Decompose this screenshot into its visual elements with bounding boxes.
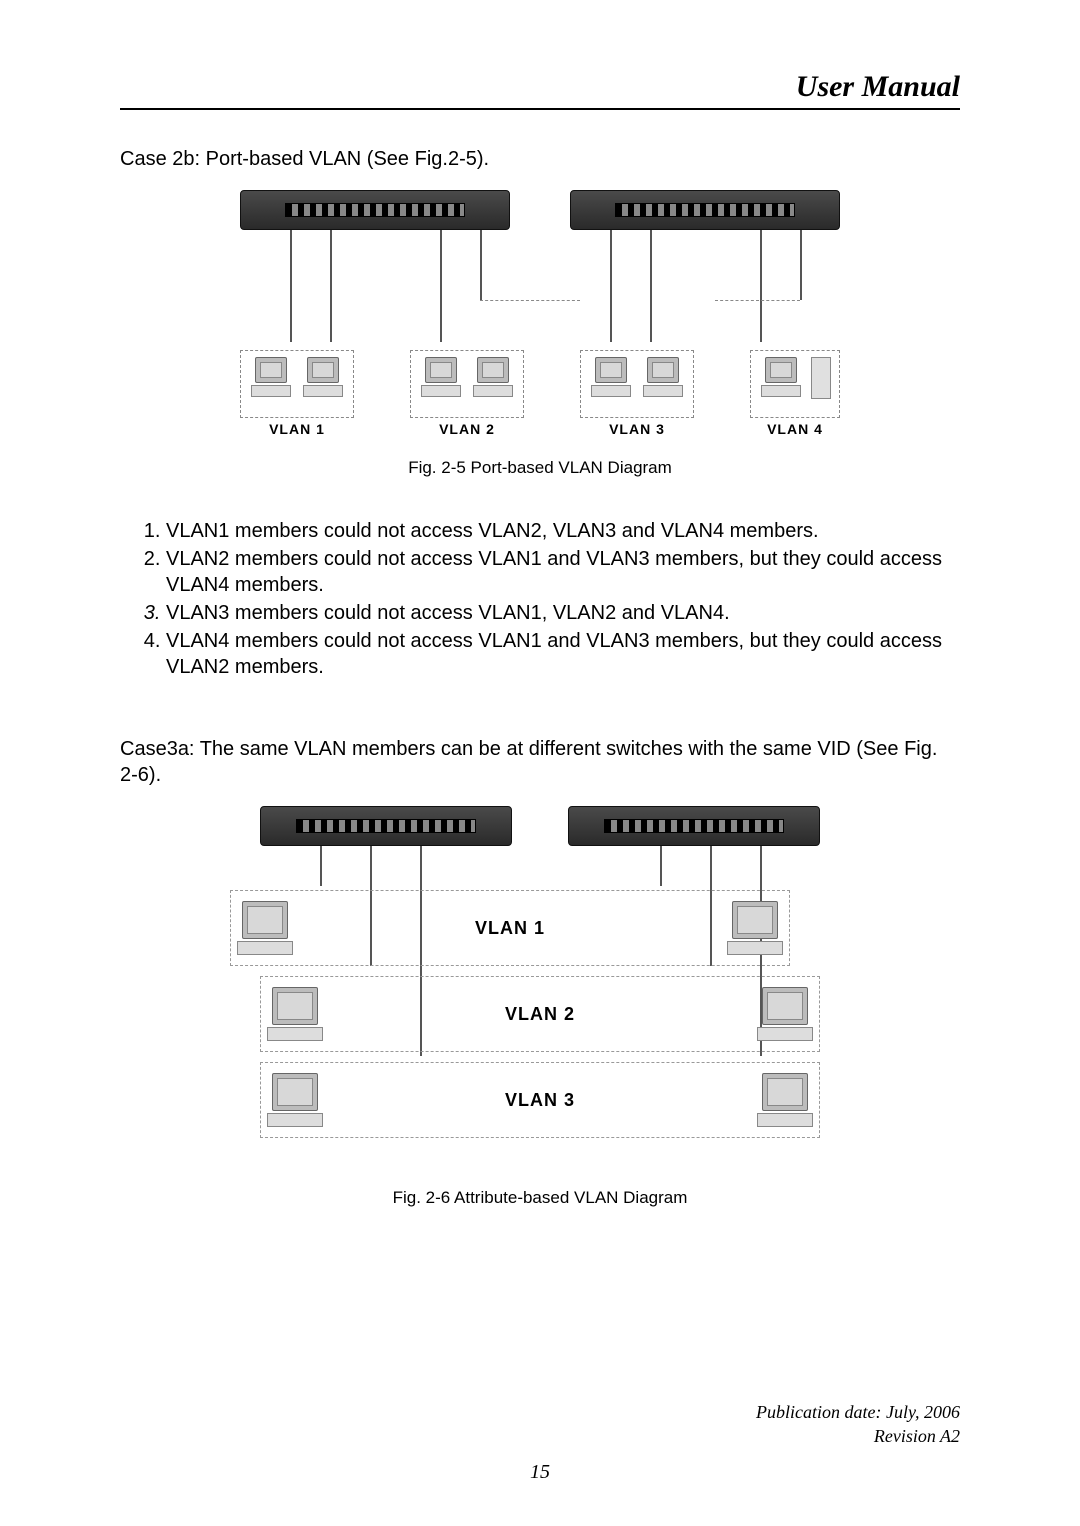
computer-icon (419, 357, 463, 399)
case-2b-intro: Case 2b: Port-based VLAN (See Fig.2-5). (120, 146, 960, 172)
computer-icon (301, 357, 345, 399)
vlan-band: VLAN 2 (260, 976, 820, 1052)
figure-2-6-caption: Fig. 2-6 Attribute-based VLAN Diagram (120, 1188, 960, 1208)
publication-date: Publication date: July, 2006 (756, 1401, 960, 1424)
vlan-label: VLAN 1 (241, 421, 353, 437)
switch-icon (260, 806, 512, 846)
wires (260, 846, 820, 880)
list-item: VLAN3 members could not access VLAN1, VL… (166, 600, 960, 626)
vlan-group: VLAN 1 (240, 350, 354, 418)
vlan-group: VLAN 2 (410, 350, 524, 418)
vlan-label: VLAN 3 (505, 1090, 575, 1111)
vlan-group: VLAN 3 (580, 350, 694, 418)
tower-icon (811, 357, 831, 399)
switch-icon (240, 190, 510, 230)
switch-icon (570, 190, 840, 230)
revision: Revision A2 (756, 1425, 960, 1448)
computer-icon (243, 901, 287, 955)
computer-icon (759, 357, 803, 399)
computer-icon (273, 1073, 317, 1127)
computer-icon (589, 357, 633, 399)
vlan-band: VLAN 1 (230, 890, 790, 966)
vlan-rules-list: VLAN1 members could not access VLAN2, VL… (120, 518, 960, 680)
switch-icon (568, 806, 820, 846)
page: User Manual Case 2b: Port-based VLAN (Se… (0, 0, 1080, 1526)
case-3a-intro: Case3a: The same VLAN members can be at … (120, 736, 960, 788)
computer-icon (763, 987, 807, 1041)
vlan-label: VLAN 1 (475, 918, 545, 939)
computer-icon (273, 987, 317, 1041)
figure-2-5: VLAN 1 VLAN 2 VLAN 3 VLAN 4 (240, 190, 840, 418)
list-item: VLAN2 members could not access VLAN1 and… (166, 546, 960, 598)
computer-icon (249, 357, 293, 399)
computer-icon (471, 357, 515, 399)
publication-footer: Publication date: July, 2006 Revision A2 (756, 1401, 960, 1448)
computer-icon (641, 357, 685, 399)
list-item: VLAN4 members could not access VLAN1 and… (166, 628, 960, 680)
figure-2-6: VLAN 1 VLAN 2 VLAN 3 (260, 806, 820, 1138)
wires (240, 230, 840, 350)
vlan-label: VLAN 3 (581, 421, 693, 437)
vlan-label: VLAN 4 (751, 421, 839, 437)
computer-icon (763, 1073, 807, 1127)
vlan-row: VLAN 1 VLAN 2 VLAN 3 VLAN 4 (240, 350, 840, 418)
vlan-group: VLAN 4 (750, 350, 840, 418)
vlan-label: VLAN 2 (505, 1004, 575, 1025)
page-title: User Manual (120, 70, 960, 110)
vlan-band: VLAN 3 (260, 1062, 820, 1138)
figure-2-5-caption: Fig. 2-5 Port-based VLAN Diagram (120, 458, 960, 478)
page-number: 15 (0, 1461, 1080, 1484)
computer-icon (733, 901, 777, 955)
list-item: VLAN1 members could not access VLAN2, VL… (166, 518, 960, 544)
vlan-label: VLAN 2 (411, 421, 523, 437)
